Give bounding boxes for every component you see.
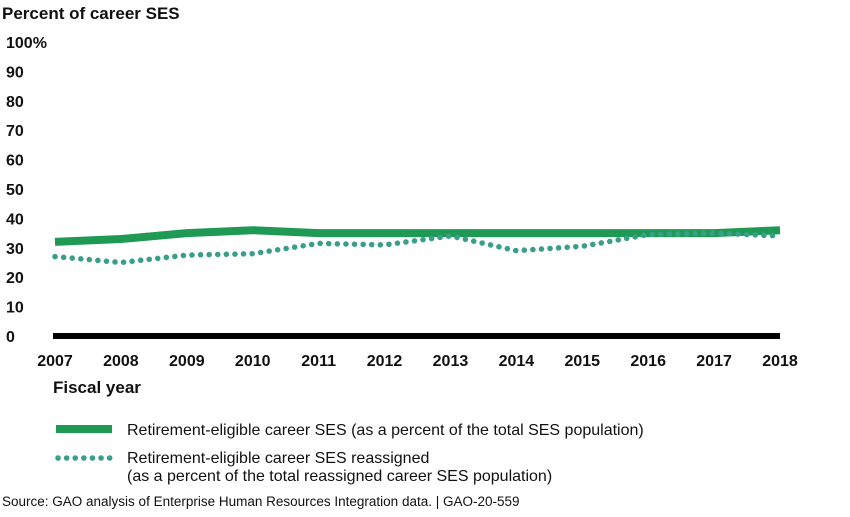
y-tick-label: 30 (6, 241, 24, 258)
x-tick-label: 2016 (630, 353, 666, 370)
x-tick-label: 2009 (169, 353, 205, 370)
legend-solid-label: Retirement-eligible career SES (as a per… (127, 422, 644, 439)
y-tick-label: 40 (6, 211, 24, 228)
x-axis-line (53, 333, 780, 339)
x-tick-label: 2007 (37, 353, 73, 370)
y-tick-label: 0 (6, 329, 15, 346)
y-tick-label: 60 (6, 153, 24, 170)
x-tick-label: 2018 (762, 353, 798, 370)
x-axis-title: Fiscal year (53, 378, 141, 397)
y-tick-labels: 0 10 20 30 40 50 60 70 80 90 100% (6, 35, 47, 346)
x-tick-label: 2013 (433, 353, 469, 370)
line-chart: Percent of career SES 0 10 20 30 40 50 60 70 80 9… (2, 4, 798, 397)
legend-solid-swatch (56, 425, 112, 433)
x-tick-label: 2015 (564, 353, 600, 370)
y-tick-label: 80 (6, 94, 24, 111)
y-tick-label: 70 (6, 123, 24, 140)
y-tick-label: 90 (6, 64, 24, 81)
legend: Retirement-eligible career SES (as a per… (55, 418, 835, 488)
x-tick-label: 2011 (301, 353, 336, 370)
x-tick-label: 2010 (235, 353, 271, 370)
x-tick-label: 2014 (499, 353, 535, 370)
legend-dotted-label-line1: Retirement-eligible career SES reassigne… (127, 450, 430, 467)
y-tick-label: 20 (6, 270, 24, 287)
x-tick-label: 2012 (367, 353, 403, 370)
legend-dotted-label-line2: (as a percent of the total reassigned ca… (127, 468, 553, 485)
x-tick-labels: 2007 2008 2009 2010 2011 2012 2013 2014 2015 2016… (37, 353, 798, 370)
series-layer (52, 226, 783, 266)
y-axis-title: Percent of career SES (2, 4, 180, 23)
y-tick-label: 10 (6, 300, 24, 317)
x-tick-label: 2017 (696, 353, 732, 370)
y-tick-label: 100% (6, 35, 47, 52)
legend-dotted-swatch (55, 455, 113, 461)
source-note: Source: GAO analysis of Enterprise Human… (2, 494, 520, 509)
x-tick-label: 2008 (103, 353, 139, 370)
y-tick-label: 50 (6, 182, 24, 199)
series-line-reassigned (52, 230, 783, 266)
